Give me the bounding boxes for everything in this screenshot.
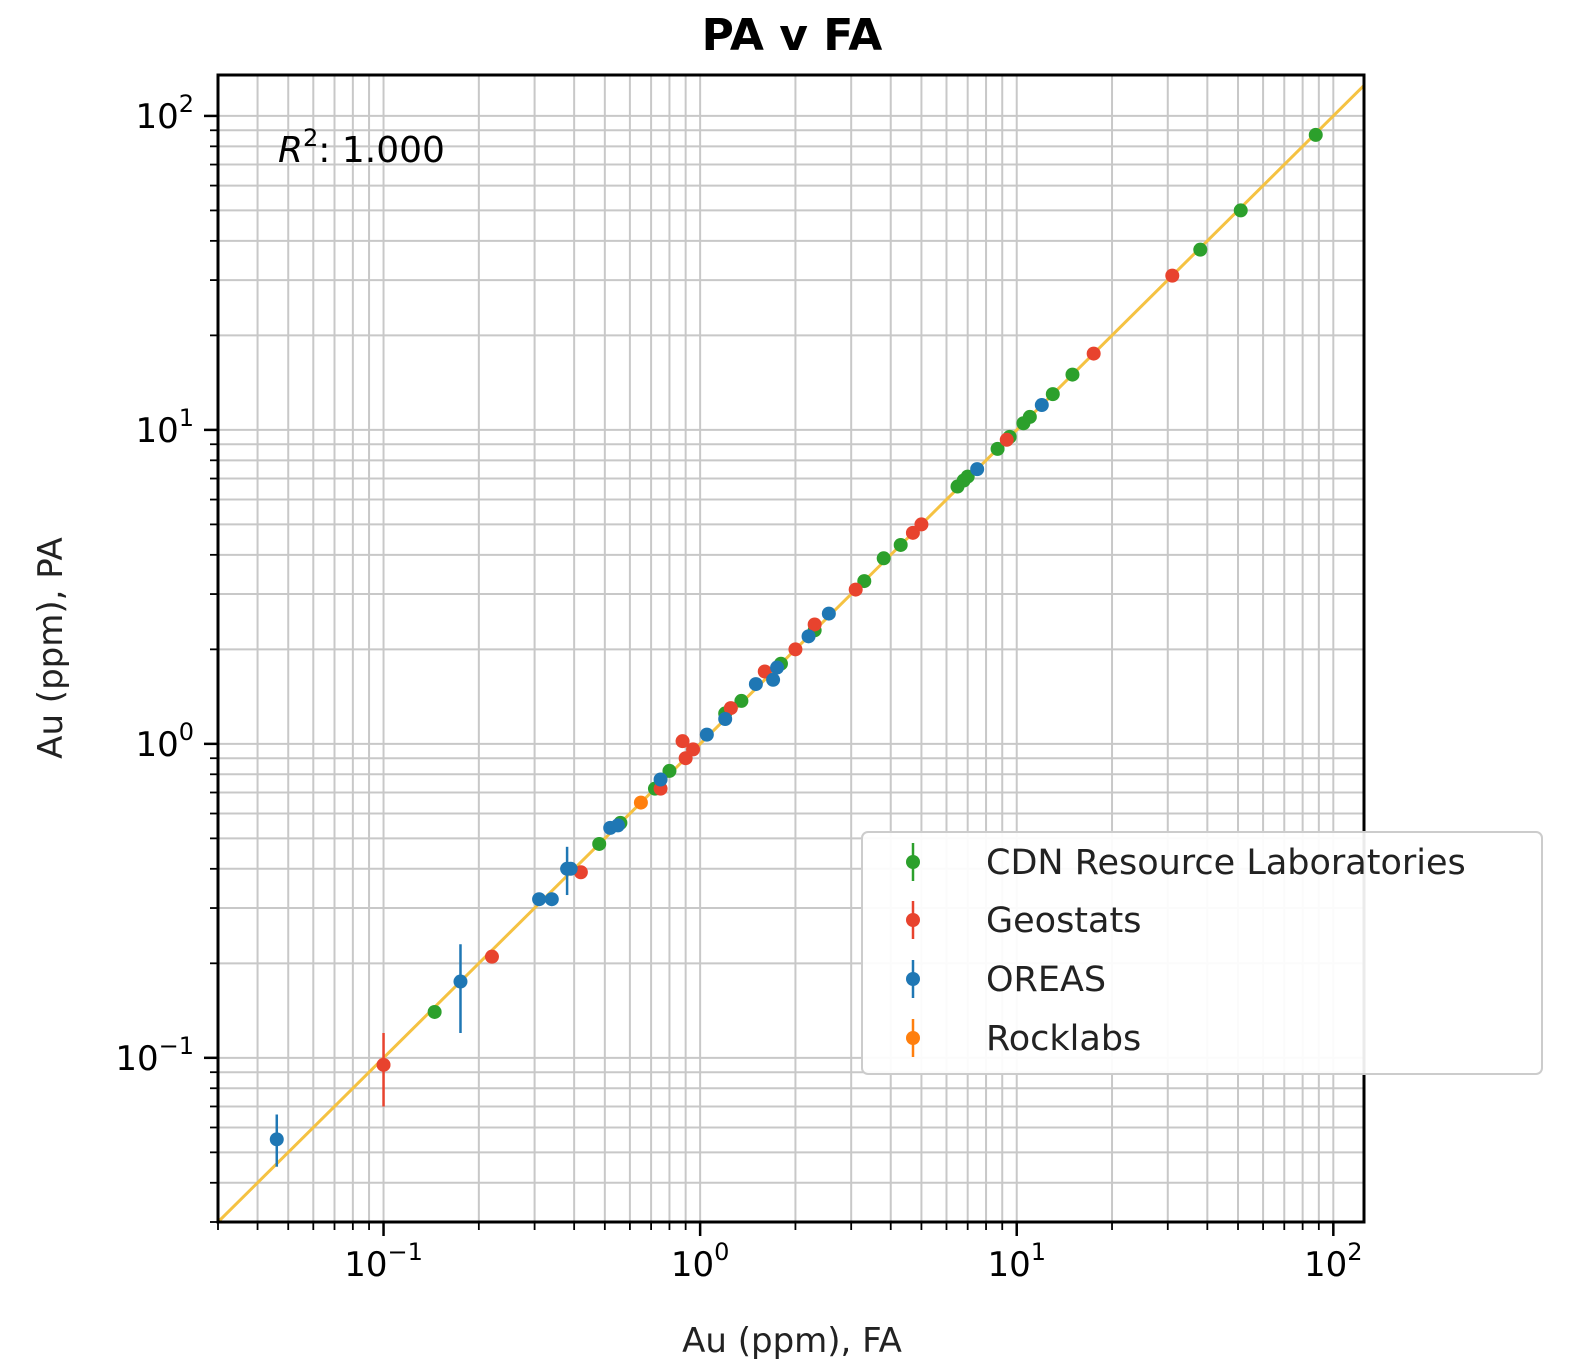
x-axis-ticks: 10−1 100 101 102 xyxy=(217,1222,1363,1285)
x-tick-exponent: 2 xyxy=(1347,1238,1362,1266)
r-squared-annotation: R2: 1.000 xyxy=(278,124,445,171)
legend-label-cdn-resource-laboratories: CDN Resource Laboratories xyxy=(986,843,1466,883)
chart-title: PA v FA xyxy=(702,10,883,61)
oreas-point xyxy=(821,606,836,621)
cdn-resource-laboratories-point xyxy=(427,1004,442,1019)
geostats-point xyxy=(1165,268,1180,283)
legend-marker-geostats xyxy=(906,913,920,927)
x-tick-base: 10 xyxy=(987,1245,1030,1285)
oreas-point xyxy=(1034,398,1049,413)
x-tick-base: 10 xyxy=(1304,1245,1347,1285)
oreas-point xyxy=(766,672,781,687)
geostats-point xyxy=(686,742,701,757)
legend-label-rocklabs: Rocklabs xyxy=(986,1019,1141,1059)
x-tick-label: 102 xyxy=(1304,1238,1363,1285)
oreas-point xyxy=(544,892,559,907)
oreas-point xyxy=(610,818,625,833)
geostats-point xyxy=(376,1057,391,1072)
cdn-resource-laboratories-point xyxy=(1022,409,1037,424)
cdn-resource-laboratories-point xyxy=(1193,242,1208,257)
oreas-point xyxy=(801,629,816,644)
y-tick-label: 101 xyxy=(135,404,194,451)
cdn-resource-laboratories-point xyxy=(662,763,677,778)
cdn-resource-laboratories-point xyxy=(1065,367,1080,382)
legend: CDN Resource Laboratories Geostats OREAS Ro… xyxy=(861,831,1543,1075)
cdn-resource-laboratories-point xyxy=(960,469,975,484)
y-tick-exponent: −1 xyxy=(159,1032,194,1060)
oreas-point xyxy=(563,861,578,876)
data-points xyxy=(269,127,1323,1167)
oreas-point xyxy=(269,1132,284,1147)
oreas-point xyxy=(970,462,985,477)
x-axis-label: Au (ppm), FA xyxy=(682,1321,902,1361)
y-tick-base: 10 xyxy=(135,97,178,137)
legend-label-geostats: Geostats xyxy=(986,901,1141,941)
y-tick-exponent: 1 xyxy=(179,404,194,432)
cdn-resource-laboratories-point xyxy=(1308,127,1323,142)
x-tick-exponent: −1 xyxy=(387,1238,422,1266)
legend-marker-oreas xyxy=(906,972,920,986)
oreas-point xyxy=(653,772,668,787)
geostats-point xyxy=(848,582,863,597)
x-tick-label: 101 xyxy=(987,1238,1046,1285)
oreas-point xyxy=(699,727,714,742)
oreas-point xyxy=(770,660,785,675)
legend-label-oreas: OREAS xyxy=(986,960,1106,1000)
y-tick-base: 10 xyxy=(115,1039,158,1079)
y-tick-label: 10−1 xyxy=(115,1032,194,1079)
r-squared-exponent: 2 xyxy=(303,124,318,152)
geostats-point xyxy=(484,949,499,964)
x-tick-exponent: 1 xyxy=(1031,1238,1046,1266)
x-tick-label: 10−1 xyxy=(344,1238,423,1285)
y-tick-base: 10 xyxy=(135,725,178,765)
cdn-resource-laboratories-point xyxy=(876,551,891,566)
geostats-point xyxy=(905,525,920,540)
geostats-point xyxy=(788,642,803,657)
cdn-resource-laboratories-point xyxy=(990,441,1005,456)
y-tick-exponent: 2 xyxy=(179,90,194,118)
cdn-resource-laboratories-point xyxy=(734,693,749,708)
y-tick-label: 102 xyxy=(135,90,194,137)
y-tick-label: 100 xyxy=(135,718,194,765)
x-tick-base: 10 xyxy=(671,1245,714,1285)
oreas-point xyxy=(453,974,468,989)
x-tick-exponent: 0 xyxy=(714,1238,729,1266)
cdn-resource-laboratories-point xyxy=(893,537,908,552)
oreas-point xyxy=(532,892,547,907)
x-tick-base: 10 xyxy=(344,1245,387,1285)
geostats-point xyxy=(807,617,822,632)
cdn-resource-laboratories-point xyxy=(1045,387,1060,402)
oreas-point xyxy=(718,712,733,727)
cdn-resource-laboratories-point xyxy=(592,836,607,851)
geostats-point xyxy=(723,701,738,716)
oreas-point xyxy=(748,677,763,692)
x-tick-label: 100 xyxy=(671,1238,730,1285)
geostats-point xyxy=(675,734,690,749)
legend-box xyxy=(861,831,1543,1075)
y-tick-base: 10 xyxy=(135,411,178,451)
cdn-resource-laboratories-point xyxy=(857,574,872,589)
r-squared-value: : 1.000 xyxy=(318,130,445,171)
r-squared-symbol: R xyxy=(278,130,303,171)
rocklabs-point xyxy=(633,795,648,810)
legend-marker-rocklabs xyxy=(906,1031,920,1045)
y-axis-label: Au (ppm), PA xyxy=(31,537,71,759)
y-tick-exponent: 0 xyxy=(179,718,194,746)
geostats-point xyxy=(914,517,929,532)
geostats-point xyxy=(999,432,1014,447)
geostats-point xyxy=(1086,346,1101,361)
cdn-resource-laboratories-point xyxy=(1233,203,1248,218)
legend-marker-cdn-resource-laboratories xyxy=(906,855,920,869)
